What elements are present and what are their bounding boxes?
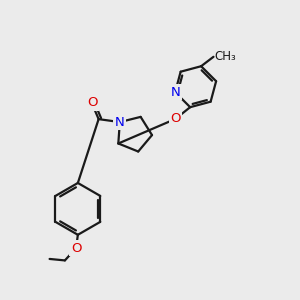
Text: N: N (115, 116, 125, 129)
Text: O: O (170, 112, 181, 125)
Text: O: O (71, 242, 81, 254)
Text: CH₃: CH₃ (214, 50, 236, 63)
Text: O: O (87, 96, 98, 109)
Text: N: N (170, 86, 180, 99)
